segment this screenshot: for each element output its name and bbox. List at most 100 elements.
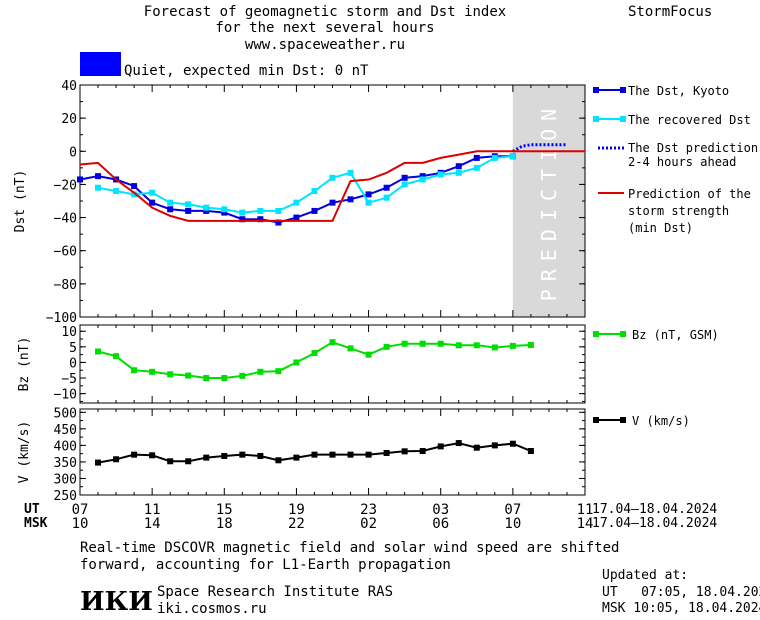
site-url[interactable]: www.spaceweather.ru (244, 37, 406, 53)
legend-v-marker (593, 417, 599, 423)
the-recovered-dst-point (275, 207, 282, 214)
legend-bz-marker (620, 331, 626, 337)
bz-nt-gsm-point (419, 340, 426, 347)
v-km-s-point (383, 449, 390, 456)
msk-tick-label: 02 (360, 516, 377, 532)
bz-nt-gsm-point (293, 359, 300, 366)
dst-y-tick-label: 0 (69, 145, 77, 160)
bz-nt-gsm-point (185, 372, 192, 379)
the-dst-kyoto-point (203, 207, 210, 214)
bz-y-tick-label: 5 (69, 341, 77, 356)
the-dst-kyoto-point (167, 206, 174, 213)
v-km-s-point (365, 451, 372, 458)
the-recovered-dst-point (131, 191, 138, 198)
the-recovered-dst-point (221, 206, 228, 213)
updated-msk: MSK 10:05, 18.04.2024 (602, 601, 760, 616)
dst-y-tick-label: −20 (54, 178, 77, 193)
v-km-s-point (293, 454, 300, 461)
v-km-s-point (275, 457, 282, 464)
the-dst-kyoto-point (185, 207, 192, 214)
ut-tick-label: 11 (577, 502, 594, 518)
iki-logo: ИКИ (80, 587, 153, 617)
title-line-1: Forecast of geomagnetic storm and Dst in… (143, 4, 507, 20)
bz-nt-gsm-point (131, 367, 138, 374)
msk-label: MSK (24, 516, 48, 531)
the-dst-kyoto-line (79, 155, 513, 224)
dst-y-tick-label: −80 (54, 278, 77, 293)
the-dst-kyoto-point (149, 199, 156, 206)
ut-tick-label: 03 (432, 502, 449, 518)
legend-v-label: V (km/s) (632, 414, 690, 428)
v-km-s-point (149, 452, 156, 459)
ut-tick-label: 23 (360, 502, 377, 518)
msk-tick-label: 22 (288, 516, 305, 532)
the-recovered-dst-point (203, 204, 210, 211)
bz-nt-gsm-point (95, 348, 102, 355)
the-recovered-dst-point (437, 171, 444, 178)
the-dst-kyoto-point (221, 209, 228, 216)
legend-bz-label: Bz (nT, GSM) (632, 328, 719, 342)
institute-name: Space Research Institute RAS (157, 584, 394, 600)
legend-storm-label-3: (min Dst) (628, 221, 693, 235)
the-recovered-dst-point (491, 154, 498, 161)
the-recovered-dst-point (347, 169, 354, 176)
the-recovered-dst-point (419, 176, 426, 183)
msk-tick-label: 10 (72, 516, 89, 532)
the-dst-kyoto-point (311, 207, 318, 214)
propagation-note-1: Real-time DSCOVR magnetic field and sola… (80, 540, 620, 556)
ut-tick-label: 15 (216, 502, 233, 518)
legend-kyoto-marker (593, 87, 599, 93)
ut-label: UT (24, 502, 40, 517)
ut-tick-label: 07 (72, 502, 89, 518)
bz-nt-gsm-point (149, 368, 156, 375)
v-km-s-point (167, 458, 174, 465)
bz-nt-gsm-point (347, 345, 354, 352)
the-dst-kyoto-point (131, 183, 138, 190)
legend-kyoto-marker (620, 87, 626, 93)
the-recovered-dst-point (113, 188, 120, 195)
bz-nt-gsm-point (509, 342, 516, 349)
v-km-s-point (95, 459, 102, 466)
v-y-tick-label: 450 (54, 423, 77, 438)
bz-nt-gsm-point (275, 368, 282, 375)
bz-nt-gsm-point (383, 343, 390, 350)
v-y-tick-label: 350 (54, 456, 77, 471)
bz-nt-gsm-point (113, 353, 120, 360)
the-dst-kyoto-point (419, 173, 426, 180)
dst-y-tick-label: −60 (54, 245, 77, 260)
the-recovered-dst-point (149, 189, 156, 196)
v-km-s-point (437, 443, 444, 450)
v-km-s-point (257, 452, 264, 459)
legend-prediction-label-1: The Dst prediction (628, 141, 758, 155)
bz-nt-gsm-point (365, 351, 372, 358)
v-km-s-point (455, 440, 462, 447)
status-swatch (80, 52, 121, 76)
msk-tick-label: 18 (216, 516, 233, 532)
v-km-s-point (131, 451, 138, 458)
legend-storm-label-1: Prediction of the (628, 187, 751, 201)
dst-y-tick-label: 20 (61, 112, 77, 127)
bz-panel-frame (79, 324, 586, 404)
legend-recovered-marker (620, 116, 626, 122)
msk-tick-label: 10 (504, 516, 521, 532)
bz-nt-gsm-point (401, 340, 408, 347)
brand-name: StormFocus (628, 4, 713, 20)
bz-nt-gsm-point (221, 375, 228, 382)
bz-nt-gsm-point (239, 372, 246, 379)
bz-nt-gsm-point (311, 350, 318, 357)
prediction-band (512, 85, 585, 317)
updated-ut: UT 07:05, 18.04.2024 (602, 585, 760, 600)
bz-nt-gsm-point (455, 342, 462, 349)
v-km-s-point (473, 444, 480, 451)
bz-nt-gsm-point (329, 339, 336, 346)
institute-url[interactable]: iki.cosmos.ru (157, 601, 267, 617)
dst-y-tick-label: 40 (61, 79, 77, 94)
legend-kyoto-label: The Dst, Kyoto (628, 84, 729, 98)
bz-y-tick-label: −5 (61, 372, 77, 387)
the-recovered-dst-point (455, 169, 462, 176)
v-km-s-point (527, 448, 534, 455)
the-recovered-dst-point (239, 209, 246, 216)
propagation-note-2: forward, accounting for L1-Earth propaga… (80, 557, 451, 573)
v-y-tick-label: 400 (54, 439, 77, 454)
bz-y-tick-label: −10 (54, 388, 77, 403)
